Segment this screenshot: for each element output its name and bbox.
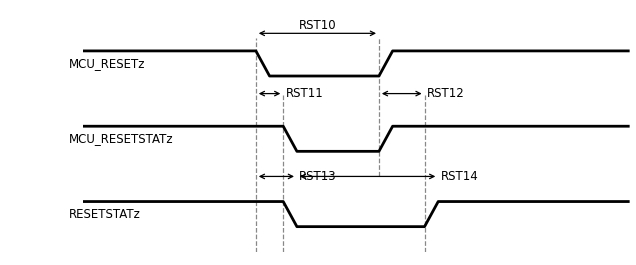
Text: RESETSTATz: RESETSTATz (69, 207, 141, 220)
Text: RST12: RST12 (427, 87, 464, 100)
Text: RST13: RST13 (299, 170, 337, 183)
Text: RST14: RST14 (441, 170, 478, 183)
Text: MCU_RESETSTATz: MCU_RESETSTATz (69, 132, 174, 145)
Text: RST11: RST11 (286, 87, 323, 100)
Text: RST10: RST10 (299, 19, 336, 32)
Text: MCU_RESETz: MCU_RESETz (69, 57, 146, 70)
